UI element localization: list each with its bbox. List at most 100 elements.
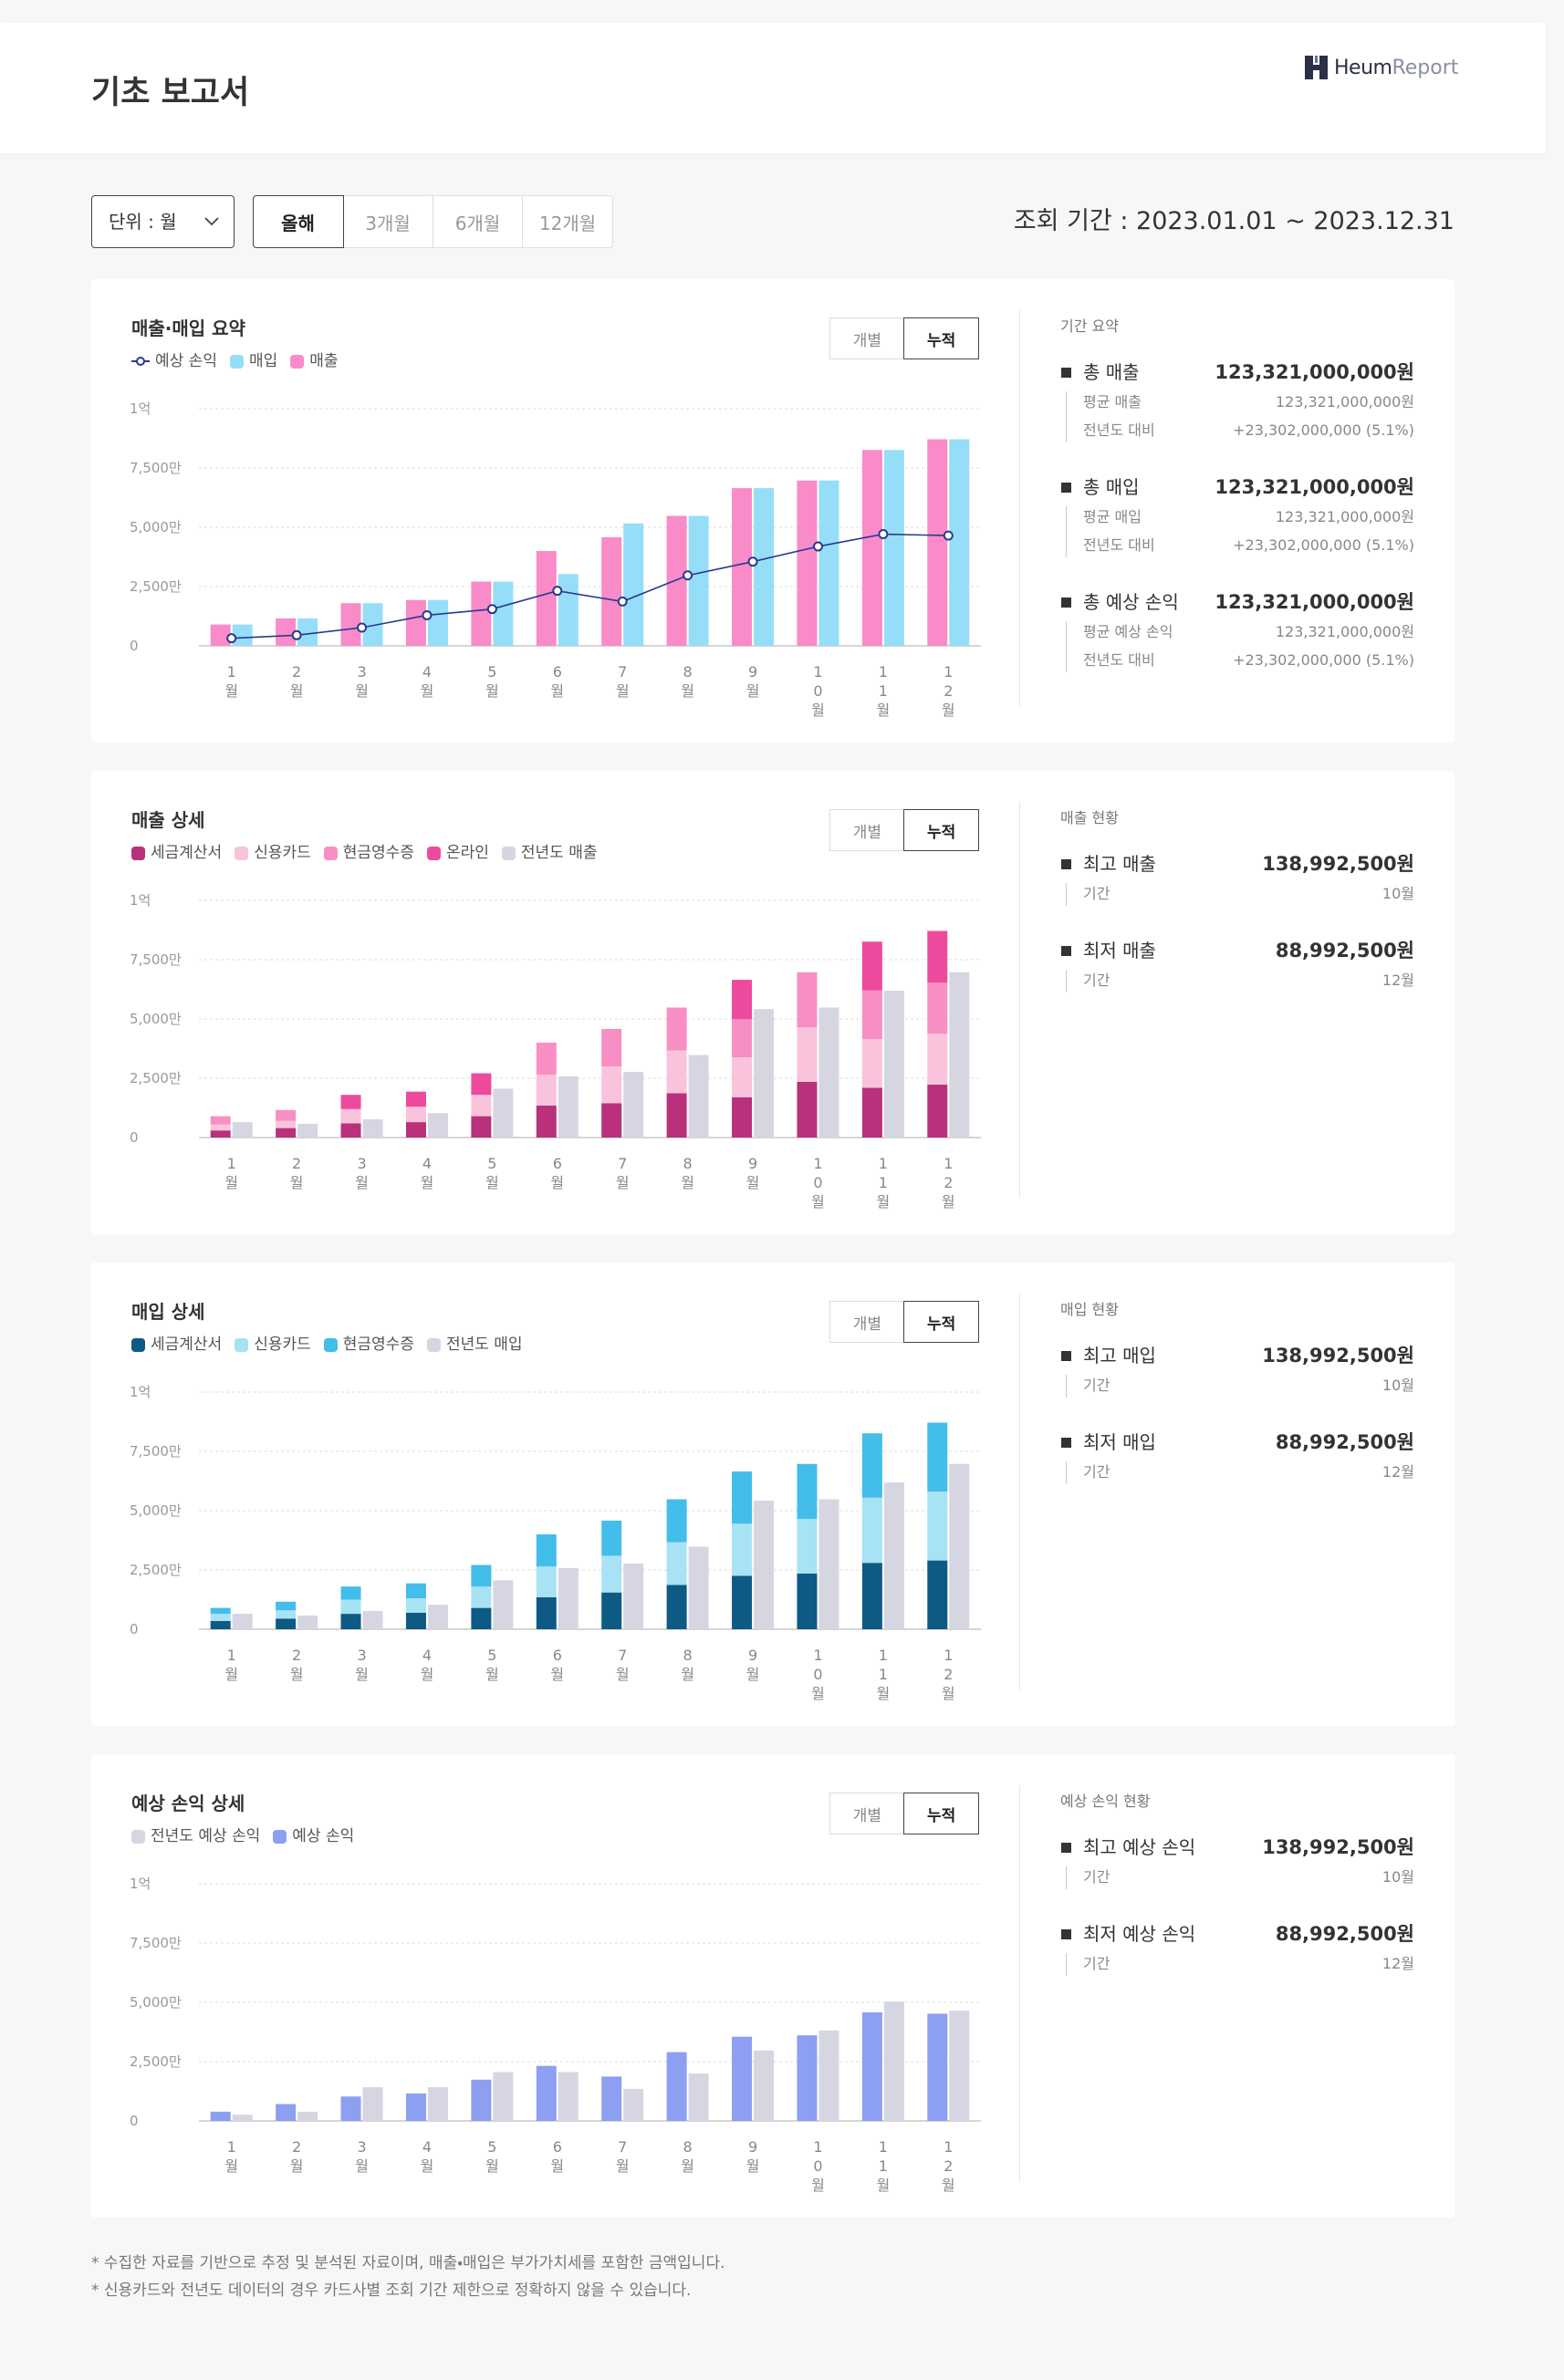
panel-item-name: 최고 매출 [1083, 853, 1156, 875]
bar [210, 1116, 231, 1125]
y-tick-label: 5,000만 [130, 519, 182, 535]
bar [666, 515, 687, 646]
bar [861, 1497, 882, 1564]
bar [276, 618, 297, 646]
x-tick-label: 12월 [941, 1647, 955, 1702]
panel-title: 매입 현황 [1060, 1301, 1119, 1318]
bar [949, 2011, 970, 2121]
period-tab[interactable]: 6개월 [432, 195, 524, 248]
x-tick-label: 8월 [681, 663, 694, 700]
plot [199, 408, 981, 647]
toggle-button[interactable]: 개별 [829, 1793, 905, 1834]
panel-item-value: 123,321,000,000원 [1215, 476, 1414, 498]
y-tick-label: 1억 [130, 1384, 151, 1400]
y-tick-label: 2,500만 [130, 1070, 182, 1086]
panel-item-name: 최고 매입 [1083, 1345, 1156, 1367]
legend-item: 예상 손익 [131, 350, 217, 372]
legend-item: 전년도 예상 손익 [131, 1825, 260, 1847]
bar [362, 1610, 383, 1629]
divider [1019, 310, 1020, 706]
bar [861, 1563, 882, 1629]
bar [210, 1124, 231, 1131]
panel-rule [1066, 1953, 1067, 1976]
panel-rule [1066, 506, 1067, 557]
panel-row-value: 12월 [1382, 972, 1414, 989]
y-tick-label: 0 [130, 1621, 139, 1637]
toggle-button[interactable]: 누적 [903, 809, 979, 851]
chart-card: 매출 상세 세금계산서 신용카드 현금영수증 온라인 전년도 매출 개별 누적 0 2,500만 5… [91, 771, 1455, 1234]
bar [666, 1007, 687, 1051]
bar [558, 2072, 579, 2121]
period-tab[interactable]: 올해 [252, 195, 344, 248]
bar [340, 603, 361, 646]
bar [405, 2093, 426, 2121]
bar [797, 972, 818, 1028]
legend-swatch [131, 846, 145, 860]
toggle-button[interactable]: 개별 [829, 317, 905, 359]
legend-swatch [131, 1829, 145, 1844]
y-tick-label: 1억 [130, 1876, 151, 1892]
plot [199, 1883, 981, 2122]
legend-label: 세금계산서 [151, 1336, 223, 1354]
bar [210, 1130, 231, 1138]
legend-line-icon [131, 357, 150, 366]
bar [927, 982, 948, 1034]
period-tab[interactable]: 12개월 [522, 195, 613, 248]
bar [210, 1620, 231, 1629]
x-tick-label: 2월 [289, 1647, 304, 1683]
legend-label: 예상 손익 [292, 1827, 355, 1845]
header [0, 23, 1546, 153]
bar [471, 1607, 492, 1629]
bar [732, 1471, 753, 1524]
x-tick-label: 9월 [746, 663, 760, 700]
panel-row-value: +23,302,000,000 (5.1%) [1233, 651, 1414, 669]
line-point [486, 604, 497, 615]
bar [601, 2076, 622, 2121]
x-tick-label: 5월 [485, 1155, 499, 1191]
legend-swatch [426, 846, 441, 860]
bar [362, 603, 383, 646]
bar [797, 480, 818, 646]
toggle-button[interactable]: 누적 [903, 317, 979, 359]
x-tick-label: 11월 [876, 2138, 891, 2194]
bar [340, 1599, 361, 1615]
bar [276, 1601, 297, 1611]
line-point [878, 529, 889, 540]
panel-row-label: 전년도 대비 [1083, 421, 1155, 439]
unit-dropdown[interactable]: 단위 : 월 [91, 195, 235, 248]
legend-item: 신용카드 [235, 1334, 311, 1356]
legend-swatch [323, 846, 338, 860]
x-tick-label: 9월 [746, 2138, 760, 2175]
panel-row-label: 기간 [1083, 1463, 1110, 1481]
panel-rule [1066, 1866, 1067, 1889]
toggle-button[interactable]: 누적 [903, 1793, 979, 1834]
y-tick-label: 1억 [130, 400, 151, 417]
panel-row-label: 전년도 대비 [1083, 536, 1155, 554]
bar [666, 2052, 687, 2121]
view-toggle: 개별 누적 [829, 1301, 979, 1343]
x-tick-label: 10월 [811, 663, 825, 719]
bar [949, 439, 970, 646]
bar [818, 480, 839, 646]
legend-item: 세금계산서 [131, 842, 222, 864]
bar [861, 941, 882, 991]
bar [340, 2096, 361, 2121]
bar [927, 1422, 948, 1492]
x-tick-label: 9월 [746, 1647, 760, 1683]
bar [210, 1607, 231, 1615]
x-tick-label: 5월 [485, 663, 499, 700]
panel-item-name: 총 예상 손익 [1083, 591, 1179, 613]
toggle-button[interactable]: 개별 [829, 1301, 905, 1343]
bar [732, 1096, 753, 1138]
bar [536, 1105, 557, 1138]
period-tab[interactable]: 3개월 [342, 195, 433, 248]
panel-item-name: 최저 예상 손익 [1083, 1923, 1196, 1945]
toggle-button[interactable]: 누적 [903, 1301, 979, 1343]
divider [1019, 802, 1020, 1198]
toggle-button[interactable]: 개별 [829, 809, 905, 851]
x-tick-label: 11월 [876, 1647, 891, 1702]
panel-rule [1066, 621, 1067, 672]
panel-bullet [1061, 1438, 1071, 1448]
panel-row-value: 12월 [1382, 1955, 1414, 1972]
legend-item: 세금계산서 [131, 1334, 222, 1356]
